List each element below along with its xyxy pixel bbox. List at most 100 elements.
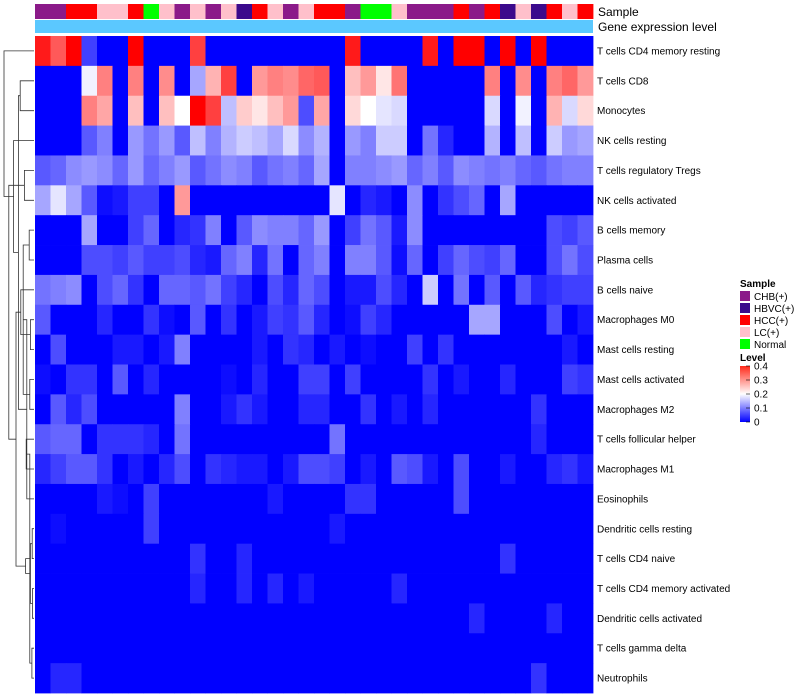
- heatmap-cell: [66, 95, 82, 126]
- heatmap-cell: [283, 483, 299, 515]
- heatmap-cell: [391, 573, 408, 604]
- heatmap-cell: [221, 125, 237, 156]
- heatmap-cell: [221, 185, 237, 216]
- heatmap-cell: [50, 543, 67, 574]
- legend-item-label: HCC(+): [754, 316, 788, 327]
- heatmap-cell: [159, 65, 175, 97]
- heatmap-cell: [360, 394, 377, 425]
- heatmap-cell: [252, 454, 268, 485]
- heatmap-cell: [345, 304, 361, 336]
- heatmap-cell: [97, 125, 113, 156]
- heatmap-cell: [221, 334, 237, 365]
- heatmap-cell: [143, 513, 160, 545]
- heatmap-cell: [252, 274, 268, 306]
- dendrogram-branch: [28, 229, 34, 261]
- heatmap-cell: [174, 155, 191, 186]
- heatmap-cell: [35, 603, 51, 634]
- heatmap-cell: [562, 304, 578, 336]
- heatmap-cell: [422, 155, 439, 186]
- heatmap-cell: [221, 394, 237, 425]
- heatmap-cell: [174, 364, 191, 395]
- heatmap-cell: [221, 364, 237, 395]
- heatmap-cell: [50, 424, 67, 455]
- heatmap-cell: [252, 663, 268, 694]
- heatmap-cell: [283, 364, 299, 395]
- heatmap-cell: [159, 394, 175, 425]
- heatmap-cell: [577, 454, 594, 485]
- heatmap-cell: [66, 394, 82, 425]
- heatmap-cell: [267, 95, 284, 126]
- heatmap-cell: [407, 304, 423, 336]
- sample-annotation-cell: [81, 4, 98, 19]
- heatmap-cell: [562, 334, 578, 365]
- heatmap-cell: [329, 245, 346, 276]
- heatmap-cell: [422, 215, 439, 246]
- heatmap-cell: [35, 663, 51, 694]
- legend-tick-label: 0.3: [754, 376, 768, 387]
- sample-annotation-cell: [112, 4, 129, 19]
- heatmap-cell: [577, 603, 594, 634]
- heatmap-cell: [407, 185, 423, 216]
- heatmap-cell: [252, 245, 268, 276]
- heatmap-cell: [143, 274, 160, 306]
- heatmap-cell: [469, 663, 485, 694]
- heatmap-cell: [453, 663, 470, 694]
- heatmap-cell: [329, 95, 346, 126]
- heatmap-cell: [66, 65, 82, 97]
- heatmap-cell: [267, 483, 284, 515]
- heatmap-cell: [562, 364, 578, 395]
- row-label: Eosinophils: [597, 494, 648, 505]
- heatmap-cell: [577, 394, 594, 425]
- heatmap-cell: [500, 513, 516, 545]
- heatmap-cell: [407, 454, 423, 485]
- heatmap-cell: [438, 304, 454, 336]
- heatmap-cell: [546, 513, 563, 545]
- heatmap-cell: [469, 95, 485, 126]
- heatmap-cell: [484, 334, 501, 365]
- heatmap-cell: [128, 36, 144, 67]
- heatmap-cell: [128, 95, 144, 126]
- heatmap-cell: [252, 424, 268, 455]
- heatmap-cell: [329, 454, 346, 485]
- heatmap-cell: [267, 65, 284, 97]
- heatmap-cell: [531, 65, 547, 97]
- heatmap-cell: [252, 215, 268, 246]
- heatmap-cell: [66, 125, 82, 156]
- dendrogram-branch: [8, 184, 25, 440]
- heatmap-cell: [205, 454, 222, 485]
- heatmap-cell: [314, 573, 330, 604]
- heatmap-cell: [577, 663, 594, 694]
- heatmap-cell: [345, 424, 361, 455]
- heatmap-cell: [128, 543, 144, 574]
- heatmap-cell: [221, 155, 237, 186]
- heatmap-cell: [531, 394, 547, 425]
- heatmap-cell: [221, 633, 237, 664]
- heatmap-cell: [174, 65, 191, 97]
- heatmap-cell: [407, 274, 423, 306]
- heatmap-cell: [221, 245, 237, 276]
- heatmap-cell: [50, 364, 67, 395]
- sample-annotation-cell: [515, 4, 532, 19]
- heatmap-cell: [422, 245, 439, 276]
- row-label: T cells CD8: [597, 76, 649, 87]
- heatmap-cell: [360, 155, 377, 186]
- heatmap-cell: [35, 274, 51, 306]
- heatmap-cell: [515, 603, 532, 634]
- legend-tick-label: 0.1: [754, 404, 768, 415]
- heatmap-cell: [453, 245, 470, 276]
- heatmap-cell: [221, 215, 237, 246]
- heatmap-cell: [314, 155, 330, 186]
- heatmap-cell: [267, 364, 284, 395]
- heatmap-cell: [577, 185, 594, 216]
- heatmap-cell: [252, 364, 268, 395]
- heatmap-cell: [112, 424, 129, 455]
- heatmap-cell: [577, 36, 594, 67]
- heatmap-cell: [469, 454, 485, 485]
- heatmap-cell: [81, 185, 98, 216]
- heatmap-cell: [283, 274, 299, 306]
- sample-annotation-cell: [469, 4, 485, 19]
- heatmap-cell: [329, 125, 346, 156]
- heatmap-cell: [314, 334, 330, 365]
- heatmap-cell: [236, 603, 253, 634]
- heatmap-cell: [314, 364, 330, 395]
